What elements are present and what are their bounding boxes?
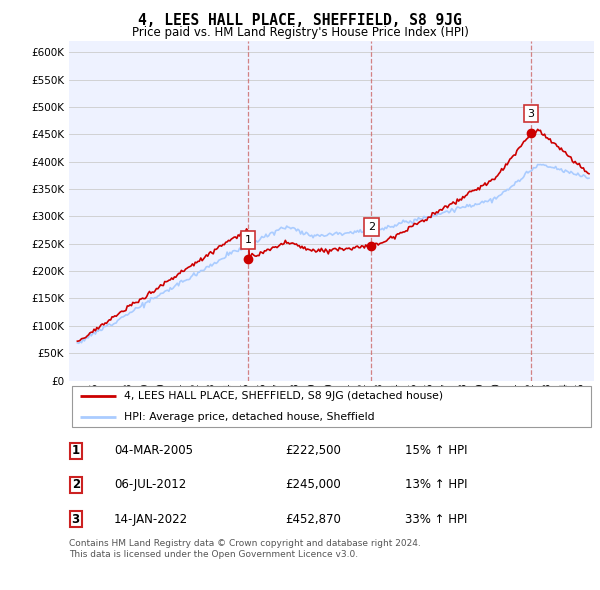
- Text: Price paid vs. HM Land Registry's House Price Index (HPI): Price paid vs. HM Land Registry's House …: [131, 26, 469, 39]
- FancyBboxPatch shape: [70, 477, 82, 493]
- Text: 04-MAR-2005: 04-MAR-2005: [114, 444, 193, 457]
- Text: 4, LEES HALL PLACE, SHEFFIELD, S8 9JG (detached house): 4, LEES HALL PLACE, SHEFFIELD, S8 9JG (d…: [124, 391, 443, 401]
- Text: 2: 2: [71, 478, 80, 491]
- Text: £222,500: £222,500: [285, 444, 341, 457]
- Text: 4, LEES HALL PLACE, SHEFFIELD, S8 9JG: 4, LEES HALL PLACE, SHEFFIELD, S8 9JG: [138, 13, 462, 28]
- Text: 1: 1: [244, 235, 251, 245]
- Text: 33% ↑ HPI: 33% ↑ HPI: [405, 513, 467, 526]
- Text: 3: 3: [527, 109, 535, 119]
- Text: 1: 1: [71, 444, 80, 457]
- FancyBboxPatch shape: [70, 511, 82, 527]
- FancyBboxPatch shape: [71, 386, 592, 427]
- Text: 06-JUL-2012: 06-JUL-2012: [114, 478, 186, 491]
- Text: 15% ↑ HPI: 15% ↑ HPI: [405, 444, 467, 457]
- Text: 3: 3: [71, 513, 80, 526]
- Text: 13% ↑ HPI: 13% ↑ HPI: [405, 478, 467, 491]
- Text: HPI: Average price, detached house, Sheffield: HPI: Average price, detached house, Shef…: [124, 412, 375, 422]
- Text: £452,870: £452,870: [285, 513, 341, 526]
- Text: 14-JAN-2022: 14-JAN-2022: [114, 513, 188, 526]
- Text: £245,000: £245,000: [285, 478, 341, 491]
- FancyBboxPatch shape: [70, 442, 82, 459]
- Text: 2: 2: [368, 222, 375, 232]
- Text: Contains HM Land Registry data © Crown copyright and database right 2024.
This d: Contains HM Land Registry data © Crown c…: [69, 539, 421, 559]
